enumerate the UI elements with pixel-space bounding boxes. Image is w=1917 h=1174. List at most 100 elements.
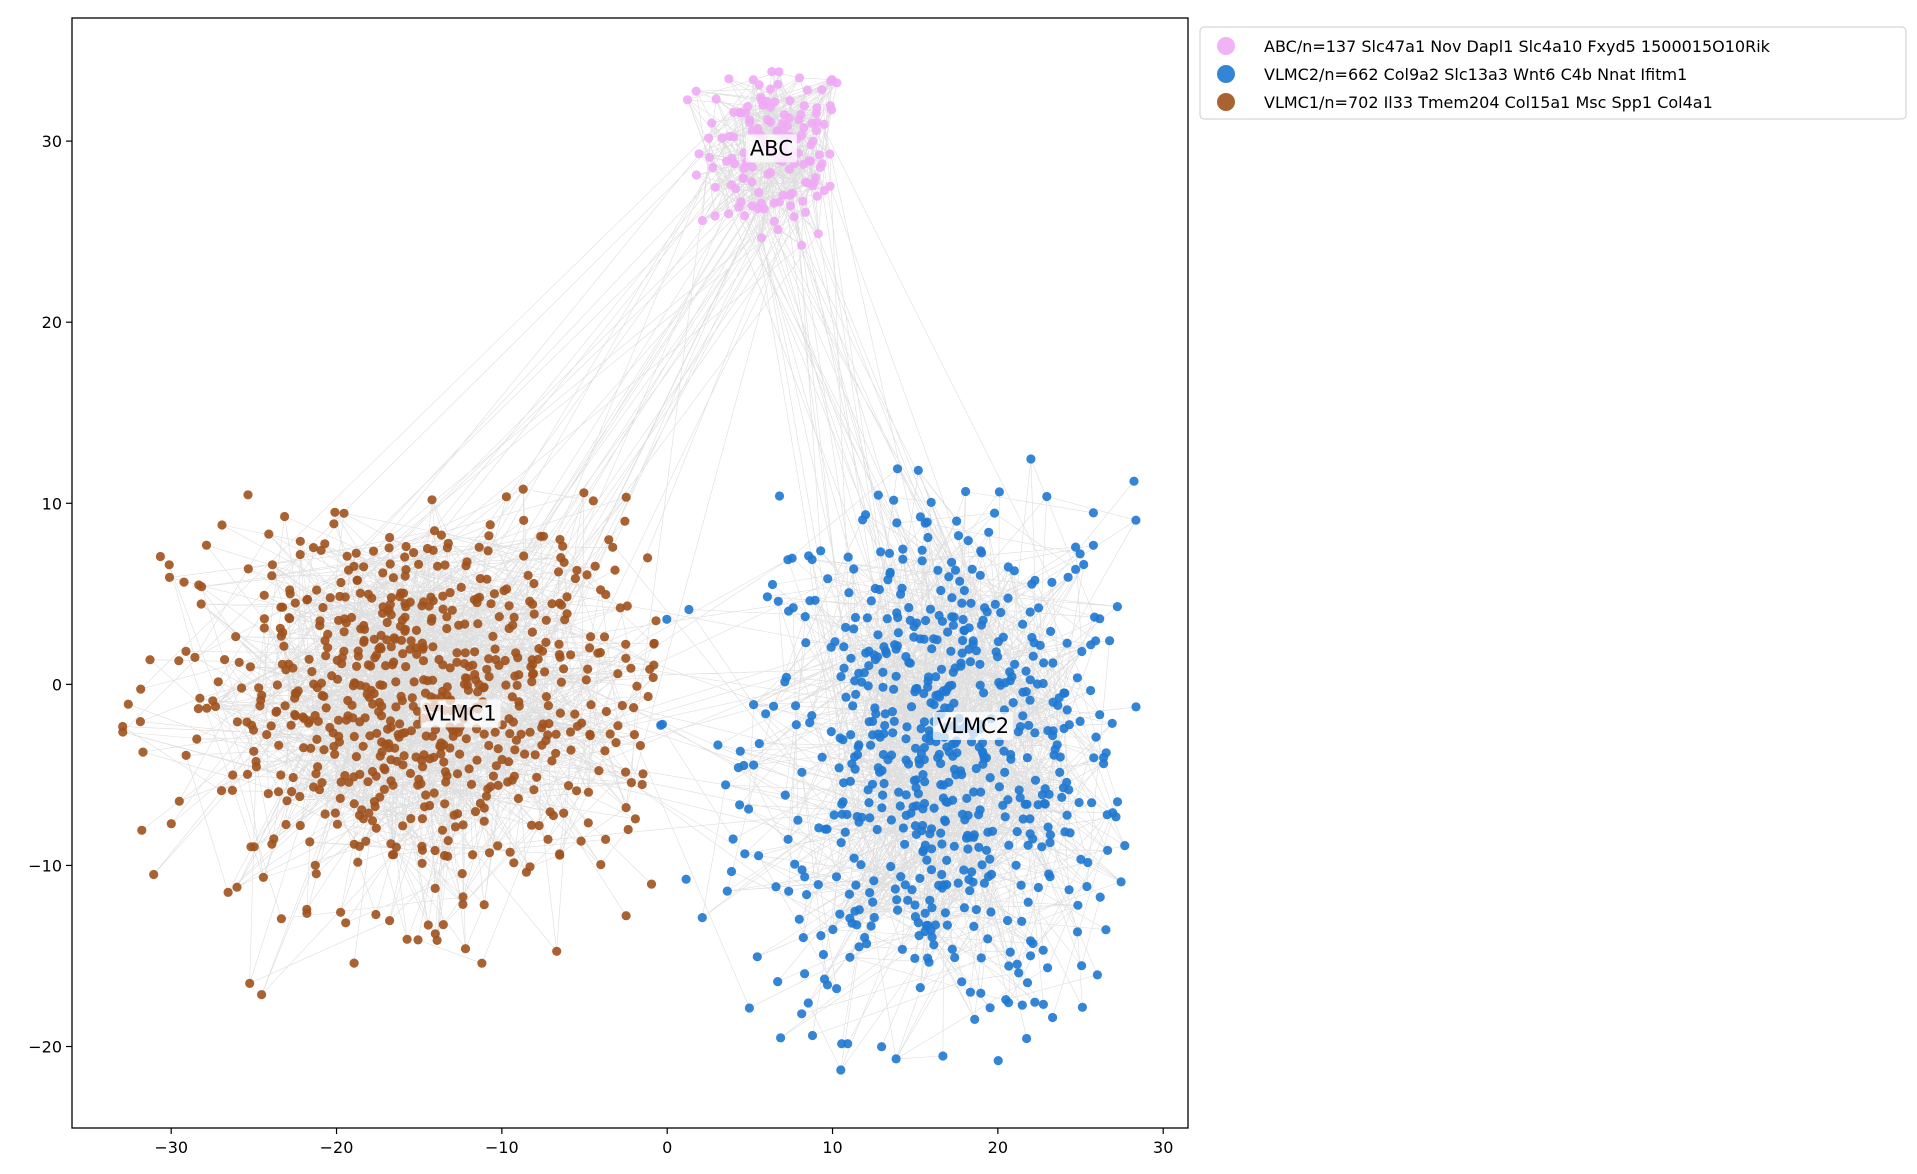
data-point: [530, 750, 540, 760]
data-point: [869, 650, 879, 660]
data-point: [466, 779, 477, 790]
data-point: [1090, 612, 1100, 622]
data-point: [427, 495, 437, 505]
data-point: [891, 1054, 901, 1064]
data-point: [295, 536, 305, 546]
data-point: [800, 207, 811, 217]
data-point: [882, 614, 892, 624]
data-point: [320, 809, 330, 819]
data-point: [195, 693, 205, 703]
data-point: [828, 924, 838, 935]
data-point: [846, 730, 856, 740]
data-point: [892, 608, 902, 618]
data-point: [436, 530, 446, 540]
data-point: [306, 743, 316, 754]
data-point: [786, 201, 796, 211]
data-point: [414, 559, 424, 570]
data-point: [730, 159, 740, 169]
data-point: [375, 642, 385, 652]
data-point: [255, 701, 265, 711]
data-point: [401, 541, 411, 552]
data-point: [783, 555, 793, 565]
data-point: [918, 847, 928, 857]
data-point: [596, 585, 606, 595]
data-point: [358, 741, 368, 751]
data-point: [919, 798, 930, 809]
data-point: [443, 836, 453, 846]
data-point: [555, 708, 566, 718]
data-point: [323, 629, 333, 639]
data-point: [646, 879, 657, 889]
data-point: [493, 744, 503, 754]
data-point: [849, 564, 859, 574]
data-point: [1012, 959, 1022, 969]
cluster-labels: ABC VLMC2 VLMC1: [420, 134, 1014, 741]
data-point: [878, 682, 888, 692]
data-point: [934, 610, 944, 621]
data-point: [836, 838, 846, 848]
data-point: [892, 464, 903, 474]
data-point: [940, 908, 951, 918]
data-point: [262, 730, 272, 740]
data-point: [1072, 673, 1082, 683]
data-point: [428, 642, 438, 652]
data-point: [461, 561, 471, 571]
data-point: [747, 177, 757, 187]
data-point: [285, 585, 295, 595]
data-point: [512, 680, 522, 691]
cluster-label-vlmc1: VLMC1: [424, 701, 496, 725]
data-point: [305, 837, 315, 847]
data-point: [767, 66, 777, 77]
data-point: [1025, 675, 1035, 685]
data-point: [986, 869, 997, 880]
data-point: [572, 565, 582, 575]
data-point: [370, 653, 380, 663]
data-point: [817, 85, 827, 95]
data-point: [901, 790, 911, 800]
data-point: [149, 869, 159, 880]
data-point: [740, 849, 750, 859]
data-point: [841, 622, 851, 633]
data-point: [898, 544, 908, 554]
data-point: [754, 739, 764, 749]
data-point: [868, 897, 878, 907]
data-point: [974, 810, 984, 820]
data-point: [1016, 880, 1026, 890]
data-point: [626, 778, 637, 788]
data-point: [386, 610, 396, 620]
data-point: [876, 547, 886, 557]
data-point: [812, 191, 822, 201]
data-point: [566, 745, 576, 755]
data-point: [906, 702, 917, 712]
data-point: [925, 736, 935, 746]
data-point: [939, 780, 949, 790]
data-point: [917, 545, 927, 555]
data-point: [805, 596, 815, 606]
data-point: [458, 899, 468, 910]
data-point: [164, 560, 174, 570]
data-point: [929, 803, 939, 813]
data-point: [343, 711, 353, 721]
data-point: [911, 829, 922, 840]
data-point: [920, 777, 930, 787]
data-point: [1021, 687, 1031, 697]
data-point: [800, 872, 810, 882]
data-point: [630, 814, 641, 824]
data-point: [892, 895, 902, 905]
data-point: [461, 734, 471, 744]
data-point: [749, 700, 759, 710]
data-point: [537, 740, 547, 750]
data-point: [906, 808, 916, 818]
data-point: [286, 720, 296, 730]
data-point: [710, 182, 720, 192]
data-point: [944, 572, 954, 582]
data-point: [651, 616, 661, 626]
data-point: [1037, 790, 1047, 800]
data-point: [994, 782, 1005, 792]
y-tick-label: 30: [42, 132, 62, 151]
data-point: [948, 751, 958, 761]
data-point: [566, 650, 576, 660]
data-point: [800, 969, 810, 979]
data-point: [784, 606, 794, 616]
knn-edges: [122, 71, 1137, 1071]
